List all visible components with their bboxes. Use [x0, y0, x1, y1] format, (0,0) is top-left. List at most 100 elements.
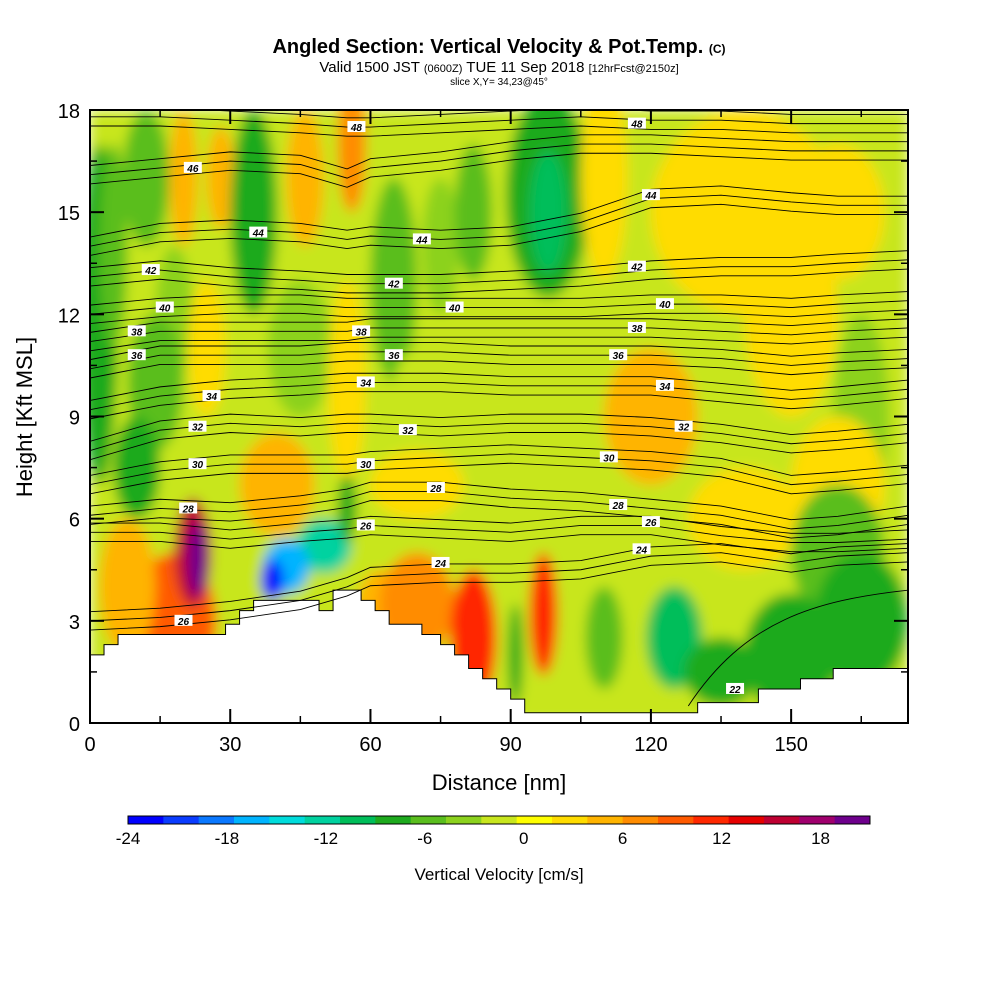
contour-label-text: 48: [630, 120, 643, 131]
x-tick-label: 60: [359, 734, 381, 756]
contour-label: 44: [641, 189, 660, 202]
contour-label: 28: [179, 502, 198, 515]
contour-label: 42: [384, 277, 403, 291]
theta-contour-26: [90, 525, 908, 543]
y-tick-label: 6: [69, 510, 80, 532]
velocity-blob: [529, 552, 558, 676]
theta-contour-26: [90, 515, 908, 534]
velocity-blob: [454, 144, 492, 281]
contour-label-box: [188, 420, 207, 432]
contour-label-text: 24: [434, 559, 447, 570]
contour-label-text: 38: [356, 327, 368, 338]
colorbar-swatch: [658, 816, 694, 824]
contour-label: 36: [127, 349, 146, 362]
theta-contour-22: [687, 589, 908, 707]
slice-info: slice X,Y= 34,23@45°: [450, 77, 548, 88]
velocity-blob: [127, 314, 184, 451]
contour-label: 26: [174, 614, 193, 628]
contour-label: 32: [188, 420, 207, 434]
colorbar-swatch: [799, 816, 836, 824]
contour-label: 34: [202, 390, 221, 403]
subtitle-utc: (0600Z): [423, 63, 463, 75]
velocity-blob: [744, 212, 838, 417]
terrain-surface: [90, 589, 908, 723]
contour-label: 24: [632, 543, 651, 556]
contour-label-box: [384, 349, 403, 361]
contour-label: 34: [655, 379, 674, 393]
colorbar-swatch: [198, 816, 235, 824]
contour-label-box: [726, 682, 745, 694]
theta-contour-24: [90, 561, 908, 631]
theta-contour-46: [90, 143, 908, 179]
colorbar-swatch: [234, 816, 270, 824]
theta-contour-30: [90, 453, 908, 486]
contour-label-text: 42: [387, 280, 400, 291]
velocity-blob: [370, 450, 464, 519]
contour-labels: 48 48 46 44 44 44 42 42 42 40 40 40 38 38 38 36 36 36 34 34…: [127, 117, 745, 696]
y-tick-label: 9: [69, 408, 80, 430]
x-tick-label: 150: [774, 734, 807, 756]
colorbar-tick-label: -6: [417, 829, 432, 848]
velocity-blob: [510, 382, 605, 519]
chart-title-text: Angled Section: Vertical Velocity & Pot.…: [272, 36, 704, 58]
contour-label-text: 36: [388, 351, 400, 362]
contour-label: 26: [356, 519, 375, 532]
y-tick-label: 0: [69, 714, 80, 736]
contour-label: 32: [398, 424, 417, 437]
theta-contour-48: [199, 110, 908, 119]
colorbar-swatch: [516, 816, 553, 824]
colorbar-tick-label: -24: [116, 829, 141, 848]
theta-contour-40: [90, 300, 908, 315]
theta-contours: [90, 110, 908, 707]
x-tick-label: 0: [84, 734, 95, 756]
chart-title-unit: (C): [708, 42, 726, 56]
theta-contour-36: [90, 360, 908, 379]
colorbar-tick-label: 6: [618, 829, 627, 848]
theta-contour-28: [90, 481, 908, 521]
contour-label-text: 42: [144, 266, 157, 277]
contour-label: 46: [183, 161, 202, 175]
theta-contour-24: [90, 552, 908, 622]
contour-label-text: 22: [728, 685, 741, 696]
theta-contour-30: [90, 462, 908, 495]
contour-label-text: 44: [252, 229, 265, 240]
contour-label-text: 46: [186, 164, 199, 175]
contour-label-text: 28: [182, 504, 195, 515]
y-tick-label: 3: [69, 612, 80, 634]
colorbar-swatch: [410, 816, 447, 824]
contour-label: 30: [356, 458, 375, 471]
theta-contour-34: [90, 391, 908, 420]
contour-label-text: 32: [678, 423, 690, 434]
theta-contour-38: [90, 327, 908, 343]
colorbar-tick-label: 12: [712, 829, 731, 848]
contour-label-text: 32: [192, 423, 204, 434]
subtitle-forecast: [12hrFcst@2150z]: [588, 63, 679, 75]
chart-title: Angled Section: Vertical Velocity & Pot.…: [90, 36, 908, 60]
y-tick-label: 12: [58, 305, 80, 327]
contour-label: 24: [431, 556, 450, 570]
contour-label-box: [627, 117, 646, 129]
contour-label-box: [609, 499, 628, 511]
colorbar-swatch: [764, 816, 800, 824]
colorbar-title: Vertical Velocity [cm/s]: [414, 865, 583, 884]
contour-label-text: 32: [402, 426, 414, 437]
contour-label-box: [174, 614, 193, 626]
velocity-blob: [188, 522, 207, 597]
velocity-blob: [421, 178, 460, 315]
velocity-blob: [99, 144, 128, 349]
contour-label-text: 30: [360, 460, 372, 471]
contour-label: 30: [188, 458, 207, 471]
contour-label: 44: [249, 226, 268, 240]
y-tick-label: 18: [58, 101, 80, 123]
contour-label: 28: [426, 482, 445, 495]
contour-label-box: [609, 349, 628, 361]
velocity-blob: [99, 518, 156, 655]
theta-contour-48: [90, 125, 908, 137]
colorbar-tick-label: -12: [314, 829, 339, 848]
theta-contour-32: [90, 413, 908, 442]
theta-contour-38: [90, 336, 908, 352]
contour-label-box: [347, 121, 366, 133]
contour-label-box: [641, 516, 660, 528]
contour-label-box: [445, 301, 464, 313]
